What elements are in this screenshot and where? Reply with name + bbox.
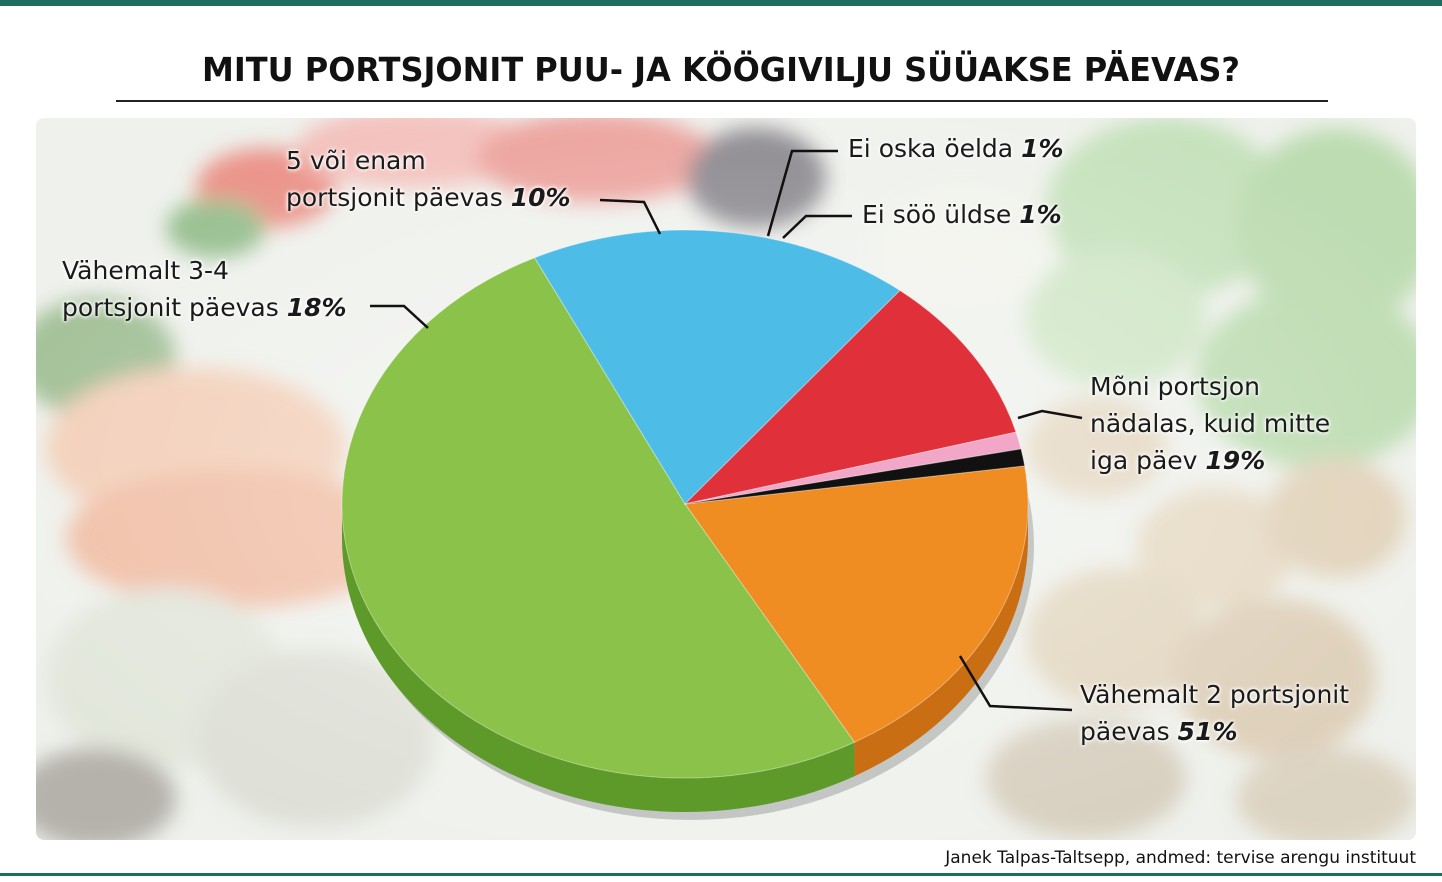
leader-line-1 — [958, 655, 1073, 712]
chart-title: MITU PORTSJONIT PUU- JA KÖÖGIVILJU SÜÜAK… — [202, 50, 1240, 89]
slice-label-2-line-1: portsjonit päevas — [62, 293, 279, 322]
leader-line-0 — [1017, 409, 1083, 420]
slice-label-4-line-0: Ei oska öelda — [848, 134, 1014, 163]
slice-label-3-line-1: portsjonit päevas — [286, 183, 503, 212]
slice-label-3: 5 või enam portsjonit päevas 10% — [286, 142, 571, 216]
leader-line-4 — [766, 149, 838, 237]
pie-slice-4 — [684, 431, 1022, 505]
slice-label-0: Mõni portsjon nädalas, kuid mitte iga pä… — [1090, 368, 1330, 479]
pie-slice-0 — [684, 465, 1029, 743]
slice-value-4: 1% — [1021, 134, 1064, 163]
source-credit: Janek Talpas-Taltsepp, andmed: tervise a… — [945, 848, 1416, 868]
leader-line-5 — [782, 214, 852, 239]
pie-slice-side-0 — [854, 504, 1028, 777]
pie-slice-2 — [533, 229, 901, 505]
slice-value-3: 10% — [510, 183, 571, 212]
pie-slice-1 — [341, 257, 856, 779]
pie-slice-5 — [684, 448, 1026, 505]
pie-slice-side-1 — [342, 504, 855, 812]
slice-label-5: Ei söö üldse 1% — [862, 196, 1062, 233]
leader-line-3 — [599, 198, 662, 235]
slice-value-0: 19% — [1205, 446, 1266, 475]
slice-label-2-line-0: Vähemalt 3-4 — [62, 256, 229, 285]
leader-line-2 — [370, 304, 429, 329]
pie-chart — [341, 149, 1083, 820]
slice-label-1: Vähemalt 2 portsjonit päevas 51% — [1080, 676, 1349, 750]
slice-label-1-line-1: päevas — [1080, 717, 1170, 746]
slice-label-0-line-2: iga päev — [1090, 446, 1198, 475]
slice-label-0-line-0: Mõni portsjon — [1090, 372, 1260, 401]
title-rule — [116, 100, 1328, 102]
slice-value-5: 1% — [1019, 200, 1062, 229]
slice-label-2: Vähemalt 3-4 portsjonit päevas 18% — [62, 252, 347, 326]
slice-label-3-line-0: 5 või enam — [286, 146, 426, 175]
slice-label-5-line-0: Ei söö üldse — [862, 200, 1012, 229]
pie-slice-3 — [683, 289, 1017, 505]
slice-value-2: 18% — [286, 293, 347, 322]
slice-value-1: 51% — [1177, 717, 1238, 746]
slice-label-0-line-1: nädalas, kuid mitte — [1090, 409, 1331, 438]
slice-label-4: Ei oska öelda 1% — [848, 130, 1064, 167]
slice-label-1-line-0: Vähemalt 2 portsjonit — [1080, 680, 1350, 709]
